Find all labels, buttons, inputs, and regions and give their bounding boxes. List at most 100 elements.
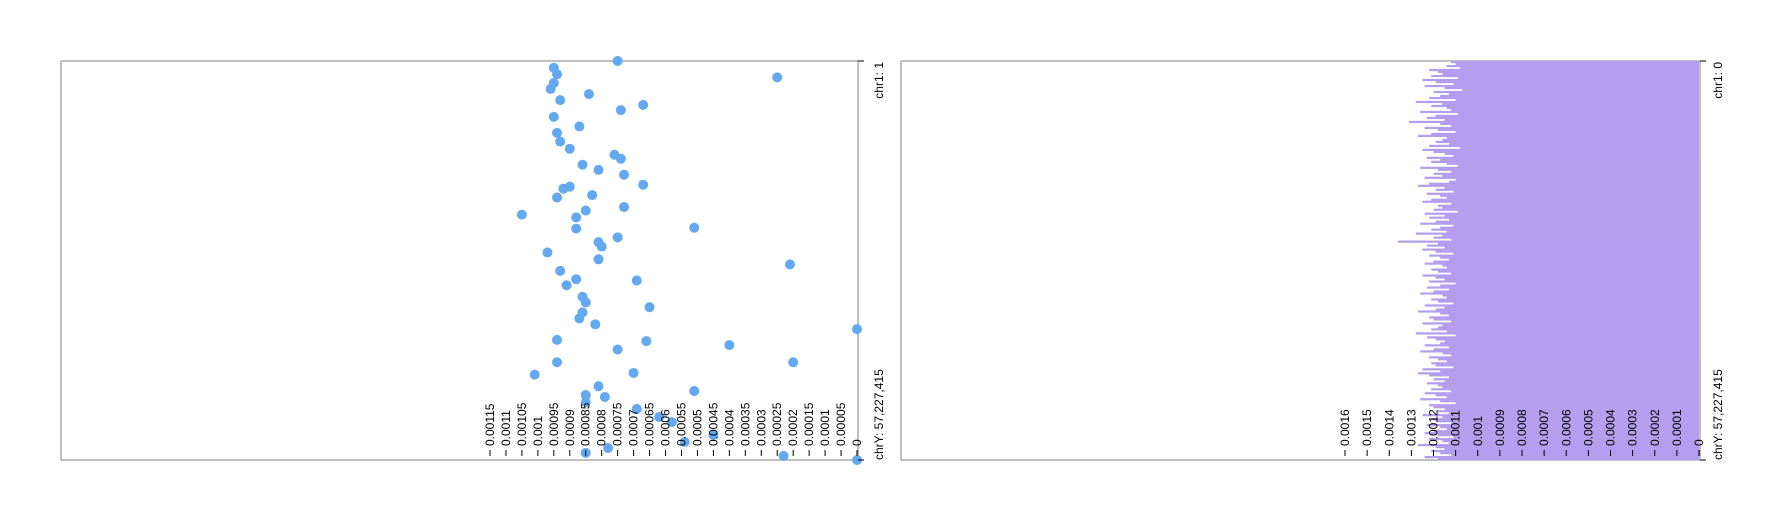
scatter-value-tick-label: 0.0008: [595, 409, 609, 446]
scatter-value-tick-label: 0.0003: [754, 409, 768, 446]
scatter-point: [612, 344, 623, 355]
scatter-point: [612, 232, 623, 243]
bar-segment: [1426, 192, 1699, 195]
scatter-value-tick-label: 0.00055: [674, 402, 688, 446]
bar-segment: [1429, 68, 1699, 72]
bar-segment: [1455, 334, 1699, 337]
scatter-point: [574, 121, 585, 132]
scatter-point: [628, 368, 639, 379]
bar-segment: [1448, 258, 1699, 261]
bar-segment: [1453, 190, 1699, 193]
scatter-point: [638, 179, 649, 190]
bar-segment: [1431, 388, 1699, 391]
bar-segment: [1435, 394, 1699, 397]
bar-segment: [1424, 126, 1699, 130]
bar-segment: [1422, 414, 1699, 417]
bar-value-tick-label: 0.0009: [1493, 409, 1507, 446]
scatter-value-tick-label: 0.001: [531, 416, 545, 446]
scatter-point: [689, 222, 700, 233]
bar-segment: [1431, 104, 1699, 108]
scatter-value-tick-label: 0.0001: [818, 409, 832, 446]
scatter-point: [599, 391, 610, 402]
scatter-value-tick-label: 0.00075: [611, 402, 625, 446]
bar-segment: [1422, 248, 1699, 251]
bar-segment: [1446, 360, 1699, 363]
bar-segment: [1435, 220, 1699, 223]
bar-segment: [1418, 134, 1699, 138]
bar-segment: [1437, 410, 1699, 413]
bar-segment: [1442, 234, 1699, 237]
bar-segment: [1442, 264, 1699, 267]
bar-segment: [1433, 208, 1699, 211]
scatter-value-tick-label: 0.00115: [483, 403, 497, 446]
bar-segment: [1453, 252, 1699, 255]
bar-segment: [1420, 292, 1699, 295]
scatter-value-tick-label: 0.0006: [659, 409, 673, 446]
bar-segment: [1453, 302, 1699, 305]
scatter-value-tick-label: 0.0007: [627, 409, 641, 446]
scatter-point: [561, 280, 572, 291]
bar-segment: [1444, 246, 1699, 249]
bar-segment: [1424, 304, 1699, 307]
scatter-value-tick-label: 0.00005: [834, 402, 848, 446]
bar-segment: [1429, 254, 1699, 257]
scatter-point: [689, 385, 700, 396]
scatter-value-tick-label: 0: [850, 439, 864, 446]
bar-segment: [1446, 106, 1699, 110]
bar-segment: [1435, 338, 1699, 341]
scatter-value-tick-label: 0.00035: [738, 402, 752, 446]
bar-segment: [1426, 156, 1699, 159]
bar-segment: [1444, 118, 1699, 122]
bar-segment: [1440, 400, 1699, 403]
bar-segment: [1446, 230, 1699, 233]
bar-value-tick-label: 0.0008: [1515, 409, 1529, 446]
bar-segment: [1455, 402, 1699, 405]
bar-value-tick-label: 0.0007: [1537, 409, 1551, 446]
scatter-track-frame: [60, 60, 859, 461]
scatter-point: [587, 190, 598, 201]
scatter-point: [593, 381, 604, 392]
scatter-value-tick-label: 0.00105: [515, 402, 529, 446]
bar-segment: [1424, 456, 1699, 459]
bar-genome-start-label: chr1: 0: [1711, 62, 1725, 99]
scatter-point: [558, 183, 569, 194]
bar-plot: [1398, 61, 1699, 461]
bar-segment: [1448, 288, 1699, 291]
scatter-value-tick-label: 0.00095: [547, 402, 561, 446]
scatter-plot: [516, 56, 862, 465]
bar-segment: [1440, 122, 1699, 126]
scatter-point: [580, 205, 591, 216]
bar-segment: [1462, 88, 1699, 92]
bar-segment: [1426, 116, 1699, 120]
bar-segment: [1433, 348, 1699, 351]
scatter-point: [571, 274, 582, 285]
bar-segment: [1422, 200, 1699, 203]
bar-segment: [1422, 78, 1699, 82]
bar-value-axis: 0.0016 0.0015 0.0014 0.0013 0.0012 0.0011 0.00…: [1338, 409, 1706, 456]
bar-segment: [1435, 276, 1699, 279]
bar-segment: [1437, 242, 1699, 245]
bar-segment: [1435, 308, 1699, 311]
bar-segment: [1431, 418, 1699, 421]
scatter-point: [580, 389, 591, 400]
bar-segment: [1451, 108, 1699, 112]
bar-segment: [1451, 124, 1699, 128]
bar-segment: [1420, 350, 1699, 353]
scatter-point: [852, 324, 862, 335]
bar-segment: [1431, 160, 1699, 163]
bar-segment: [1437, 70, 1699, 74]
scatter-value-tick-label: 0.00015: [802, 402, 816, 446]
bar-segment: [1435, 250, 1699, 253]
bar-segment: [1418, 310, 1699, 313]
bar-segment: [1437, 168, 1699, 171]
bar-segment: [1453, 154, 1699, 157]
scatter-point: [612, 56, 623, 66]
bar-value-tick-label: 0.0002: [1648, 409, 1662, 446]
scatter-value-tick-label: 0.0002: [786, 409, 800, 446]
scatter-point: [666, 417, 677, 428]
bar-segment: [1448, 142, 1699, 145]
bar-segment: [1451, 238, 1699, 241]
scatter-value-tick-label: 0.0005: [690, 409, 704, 446]
scatter-point: [788, 357, 799, 368]
